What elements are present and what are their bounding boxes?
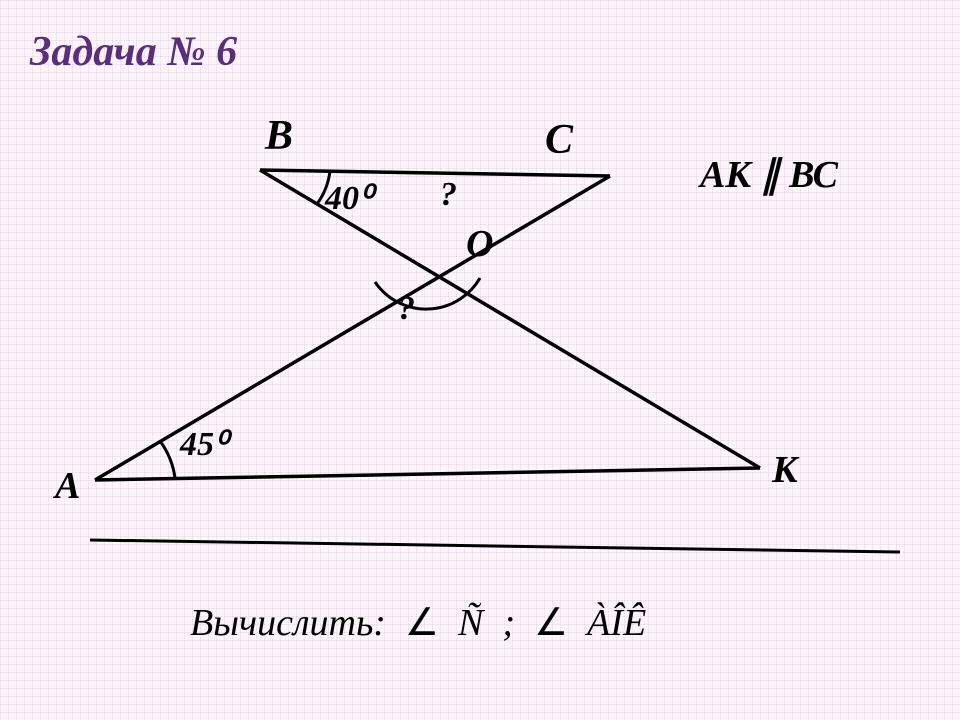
angle-symbol-1: ∠ — [395, 602, 448, 644]
segment-BC — [260, 170, 610, 176]
label-C: С — [545, 116, 573, 164]
baseline-rule — [90, 540, 900, 552]
task-angle-2: ÀÎÊ — [587, 602, 646, 644]
label-O: О — [466, 222, 493, 266]
angle-A-value: 45⁰ — [180, 424, 228, 464]
label-B: В — [265, 112, 293, 160]
angle-B-value: 40⁰ — [325, 178, 373, 218]
segment-AC — [95, 176, 610, 480]
label-K: К — [772, 448, 798, 492]
angle-C-question: ? — [440, 176, 457, 214]
label-A: А — [55, 464, 80, 508]
angle-arc-A — [160, 441, 175, 478]
angle-O-question: ? — [398, 290, 415, 328]
task-prefix: Вычислить: — [190, 602, 386, 644]
task-line: Вычислить: ∠ Ñ ; ∠ ÀÎÊ — [190, 600, 646, 645]
angle-symbol-2: ∠ — [534, 602, 578, 644]
task-angle-1: Ñ — [458, 602, 483, 644]
segment-AK — [95, 468, 760, 480]
task-separator: ; — [493, 602, 525, 644]
